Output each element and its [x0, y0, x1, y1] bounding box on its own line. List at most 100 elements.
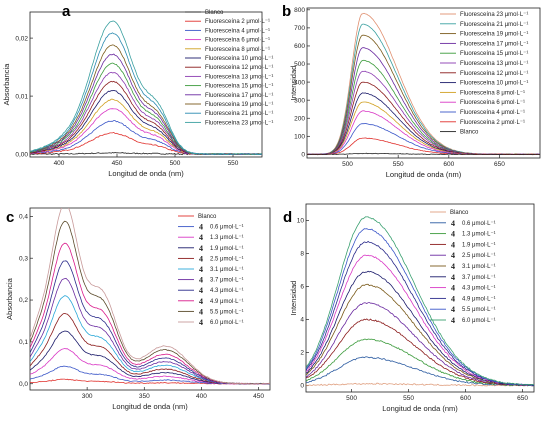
y-tick-label: 600	[294, 43, 305, 50]
panel-a: a 400 450 500 550 0,00 0,01 0,02 Longitud de ond…	[2, 3, 273, 178]
y-tick-label: 200	[294, 115, 305, 122]
y-tick-label: 100	[294, 134, 305, 141]
panel-letter: b	[282, 3, 291, 20]
legend-marker: 4	[199, 244, 203, 253]
legend-entry: 3.1 μmol·L⁻¹	[210, 267, 244, 273]
legend-marker: 4	[451, 240, 455, 249]
legend-marker: 4	[199, 307, 203, 316]
legend-entry: 4.3 μmol·L⁻¹	[462, 286, 496, 292]
legend-entry: Fluoresceína 4 μmol·L⁻¹	[205, 28, 270, 34]
legend-marker: 4	[451, 316, 455, 325]
y-tick-label: 0,01	[15, 93, 28, 100]
y-tick-label: 0,1	[19, 339, 28, 346]
series-line	[30, 20, 262, 156]
x-tick-label: 400	[54, 160, 65, 167]
legend-entry: 5.5 μmol·L⁻¹	[462, 307, 496, 313]
legend-entry: Fluoresceína 13 μmol·L⁻¹	[205, 74, 273, 80]
legend-entry: Fluoresceína 10 μmol·L⁻¹	[460, 81, 528, 87]
panel-c: c 300 350 400 450 0,0 0,1 0,2 0,3 0,4 Longitud de …	[5, 207, 271, 411]
legend-entry: 2.5 μmol·L⁻¹	[210, 256, 244, 262]
series-line	[306, 228, 534, 386]
legend-marker: 4	[199, 233, 203, 242]
legend-entry: Fluoresceína 6 μmol·L⁻¹	[205, 38, 270, 44]
y-tick-label: 0	[300, 383, 304, 390]
y-tick-label: 0,2	[19, 297, 28, 304]
y-tick-label: 400	[294, 79, 305, 86]
x-axis-label: Longitud de onda (nm)	[112, 402, 188, 411]
legend-entry: Blanco	[460, 130, 479, 136]
legend-entry: 4.9 μmol·L⁻¹	[462, 296, 496, 302]
y-axis-label: Absorbancia	[2, 63, 11, 106]
plot-frame	[306, 7, 541, 159]
x-tick-label: 300	[82, 393, 93, 400]
legend-marker: 4	[199, 223, 203, 232]
legend-entry: 6.0 μmol·L⁻¹	[462, 318, 496, 324]
legend-marker: 4	[451, 284, 455, 293]
legend-entry: 3.7 μmol·L⁻¹	[462, 275, 496, 281]
series-group	[307, 12, 540, 156]
panel-letter: c	[6, 209, 14, 226]
x-tick-label: 550	[403, 395, 414, 402]
legend-entry: Blanco	[205, 10, 224, 16]
y-tick-label: 0,3	[19, 255, 28, 262]
legend-entry: Fluoresceína 2 μmol·L⁻¹	[460, 120, 525, 126]
y-tick-label: 8	[300, 251, 304, 258]
x-tick-label: 600	[443, 161, 454, 168]
panel-letter: a	[62, 3, 71, 20]
x-tick-label: 400	[196, 393, 207, 400]
legend-entry: Fluoresceína 12 μmol·L⁻¹	[460, 71, 528, 77]
series-line	[306, 216, 534, 386]
legend-entry: Fluoresceína 12 μmol·L⁻¹	[205, 65, 273, 71]
legend-entry: Fluoresceína 8 μmol·L⁻¹	[460, 90, 525, 96]
panel-b: b 500 550 600 650 0 100 200 300 400 500 600 700 800 Lo…	[282, 3, 541, 179]
legend-entry: Blanco	[450, 210, 469, 216]
legend-entry: 1.9 μmol·L⁻¹	[210, 246, 244, 252]
x-tick-label: 500	[342, 161, 353, 168]
y-tick-label: 0,00	[15, 151, 28, 158]
legend-entry: Fluoresceína 8 μmol·L⁻¹	[205, 47, 270, 53]
x-tick-label: 500	[170, 160, 181, 167]
plot-frame	[29, 11, 263, 158]
legend-entry: Fluoresceína 6 μmol·L⁻¹	[460, 100, 525, 106]
legend-entry: 0.6 μmol·L⁻¹	[210, 225, 244, 231]
legend-entry: 4.9 μmol·L⁻¹	[210, 299, 244, 305]
x-axis-label: Longitud de onda (nm)	[108, 169, 184, 178]
y-axis-label: Intensidad	[289, 281, 298, 316]
y-tick-label: 10	[297, 218, 305, 225]
legend-entry: Fluoresceína 4 μmol·L⁻¹	[460, 110, 525, 116]
legend-marker: 4	[199, 254, 203, 263]
x-tick-label: 450	[112, 160, 123, 167]
legend-marker: 4	[199, 265, 203, 274]
legend-marker: 4	[451, 251, 455, 260]
legend-entry: Fluoresceína 17 μmol·L⁻¹	[460, 41, 528, 47]
legend-entry: Fluoresceína 23 μmol·L⁻¹	[460, 12, 528, 18]
x-tick-label: 650	[517, 395, 528, 402]
legend-entry: Fluoresceína 15 μmol·L⁻¹	[460, 51, 528, 57]
y-tick-label: 800	[294, 7, 305, 14]
legend-marker: 4	[451, 219, 455, 228]
y-tick-label: 0,0	[19, 381, 28, 388]
plot-frame	[305, 203, 535, 393]
legend-marker: 4	[199, 318, 203, 327]
legend-entry: Fluoresceína 19 μmol·L⁻¹	[205, 102, 273, 108]
y-tick-label: 0,02	[15, 35, 28, 42]
y-tick-label: 6	[300, 284, 304, 291]
x-tick-label: 450	[253, 393, 264, 400]
legend-marker: 4	[451, 294, 455, 303]
legend-marker: 4	[199, 286, 203, 295]
series-line	[307, 152, 540, 156]
legend-entry: Blanco	[198, 214, 217, 220]
x-axis-label: Longitud de onda (nm)	[386, 170, 462, 179]
series-group	[306, 216, 534, 387]
legend-entry: 5.5 μmol·L⁻¹	[210, 309, 244, 315]
legend-marker: 4	[199, 297, 203, 306]
x-tick-label: 350	[139, 393, 150, 400]
series-group	[30, 20, 262, 156]
legend-entry: 4.3 μmol·L⁻¹	[210, 288, 244, 294]
legend-marker: 4	[199, 276, 203, 285]
legend-entry: Fluoresceína 10 μmol·L⁻¹	[205, 56, 273, 62]
legend-entry: Fluoresceína 19 μmol·L⁻¹	[460, 32, 528, 38]
x-tick-label: 550	[228, 160, 239, 167]
legend-marker: 4	[451, 230, 455, 239]
